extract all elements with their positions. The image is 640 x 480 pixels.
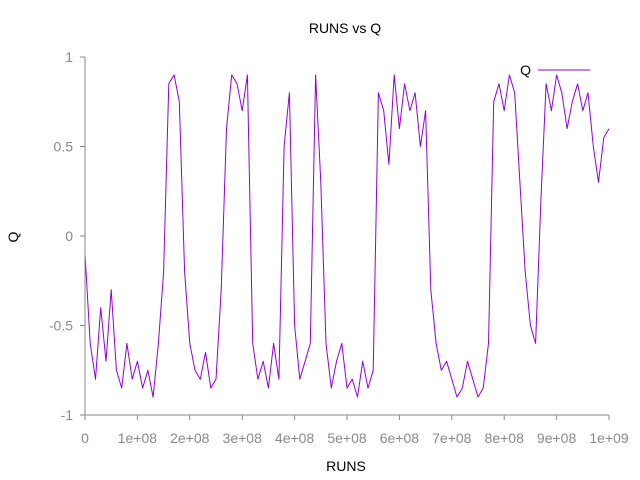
x-tick-label: 4e+08: [275, 430, 315, 446]
legend: Q: [520, 62, 590, 78]
series-line: [84, 74, 610, 398]
y-axis-label: Q: [5, 231, 21, 242]
series-layer: [84, 74, 610, 398]
x-tick-label: 0: [81, 430, 89, 446]
legend-series-label: Q: [520, 62, 531, 78]
x-tick-label: 1e+09: [589, 430, 629, 446]
y-tick-label: 0: [65, 228, 73, 244]
y-tick-label: 0.5: [54, 139, 74, 155]
x-tick-label: 5e+08: [327, 430, 367, 446]
x-tick-label: 2e+08: [170, 430, 210, 446]
x-axis-label: RUNS: [326, 458, 366, 474]
chart-title: RUNS vs Q: [309, 20, 381, 36]
x-tick-label: 6e+08: [380, 430, 420, 446]
y-tick-label: -0.5: [49, 318, 73, 334]
x-tick-label: 9e+08: [537, 430, 577, 446]
y-tick-label: -1: [61, 407, 74, 423]
x-tick-label: 1e+08: [118, 430, 158, 446]
x-tick-label: 8e+08: [485, 430, 525, 446]
ticks: 0 1e+08 2e+08 3e+08 4e+08 5e+08 6e+08 7e+08 8e+0…: [49, 49, 629, 446]
y-tick-label: 1: [65, 49, 73, 65]
x-tick-label: 7e+08: [432, 430, 472, 446]
x-tick-label: 3e+08: [223, 430, 263, 446]
